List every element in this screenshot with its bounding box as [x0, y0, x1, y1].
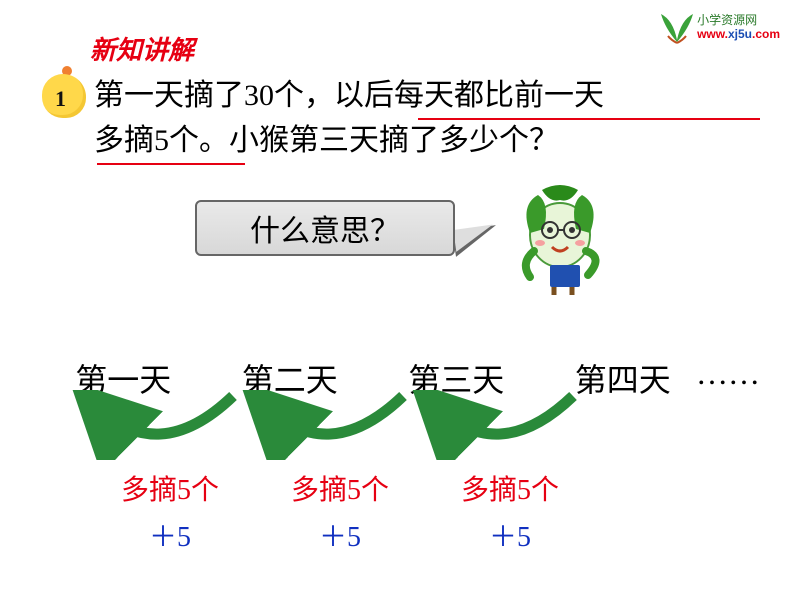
speech-bubble-tail	[452, 225, 499, 257]
plus-label: ＋5	[85, 515, 255, 555]
underline	[418, 118, 760, 120]
problem-line1b: 以后每天都比前一天	[334, 79, 604, 112]
problem-number: 1	[55, 86, 66, 112]
logo-url-pre: www.	[697, 27, 728, 41]
arrows-row	[68, 390, 728, 460]
leaf-icon	[657, 10, 697, 45]
problem-line1a: 第一天摘了30个，	[94, 79, 334, 112]
problem-number-badge: 1	[40, 68, 90, 123]
increment-label-row: 多摘5个 多摘5个 多摘5个	[30, 468, 770, 508]
bubble-text: 什么意思？	[250, 206, 400, 250]
increment-label: 多摘5个	[85, 468, 255, 508]
plus-row: ＋5 ＋5 ＋5	[30, 515, 770, 555]
logo-url-mid: xj5u	[728, 27, 752, 41]
cabbage-teacher-icon	[510, 185, 610, 295]
plus-label: ＋5	[425, 515, 595, 555]
plus-label: ＋5	[255, 515, 425, 555]
problem-line2b: 小猴第三天摘了多少个？	[229, 124, 559, 157]
logo-url-post: .com	[752, 27, 780, 41]
logo-url: www.xj5u.com	[697, 28, 780, 41]
underline	[97, 163, 245, 165]
logo-text: 小学资源网 www.xj5u.com	[697, 14, 780, 40]
section-header: 新知讲解	[90, 30, 194, 67]
increment-label: 多摘5个	[255, 468, 425, 508]
speech-bubble: 什么意思？	[195, 200, 455, 256]
problem-line2a: 多摘5个。	[94, 124, 229, 157]
section-title: 新知讲解	[90, 36, 194, 65]
site-logo: 小学资源网 www.xj5u.com	[657, 10, 780, 45]
increment-label: 多摘5个	[425, 468, 595, 508]
